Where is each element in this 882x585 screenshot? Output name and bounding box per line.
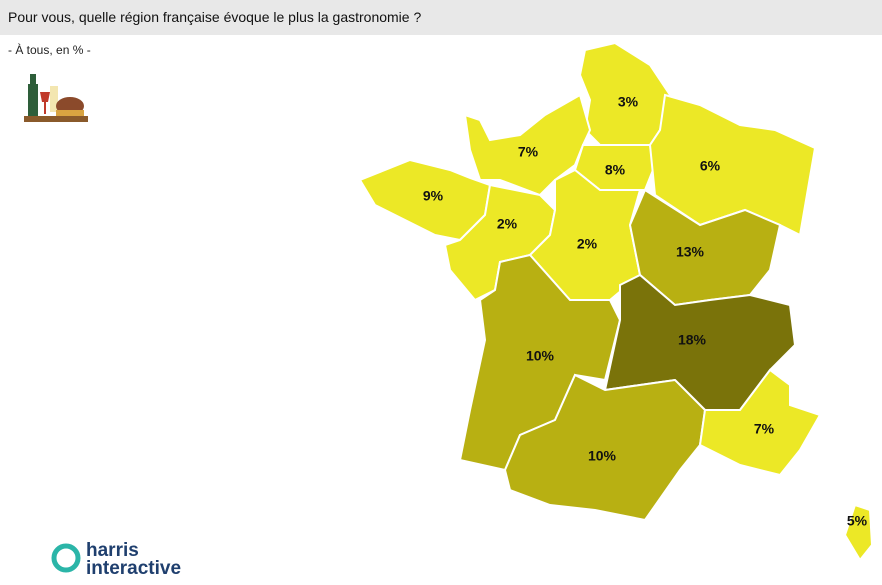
region-label: 9% [423, 188, 444, 204]
header [0, 0, 882, 35]
region-label: 7% [754, 421, 775, 437]
region-label: 2% [497, 216, 518, 232]
region-label: 3% [618, 94, 639, 110]
title: Pour vous, quelle région française évoqu… [8, 9, 422, 25]
subtitle: - À tous, en % - [8, 43, 91, 57]
region-label: 5% [847, 513, 868, 529]
logo-text: interactive [86, 558, 181, 579]
region [843, 503, 874, 562]
region-label: 18% [678, 332, 707, 348]
region-label: 6% [700, 158, 721, 174]
region [698, 368, 822, 477]
region-label: 2% [577, 236, 598, 252]
region-label: 13% [676, 244, 705, 260]
region-label: 10% [588, 448, 617, 464]
logo: harris interactive [51, 540, 181, 579]
icon [24, 74, 88, 122]
region [503, 373, 707, 522]
region-label: 7% [518, 144, 539, 160]
region-label: 8% [605, 162, 626, 178]
region-label: 10% [526, 348, 555, 364]
logo-text: harris [86, 540, 139, 561]
